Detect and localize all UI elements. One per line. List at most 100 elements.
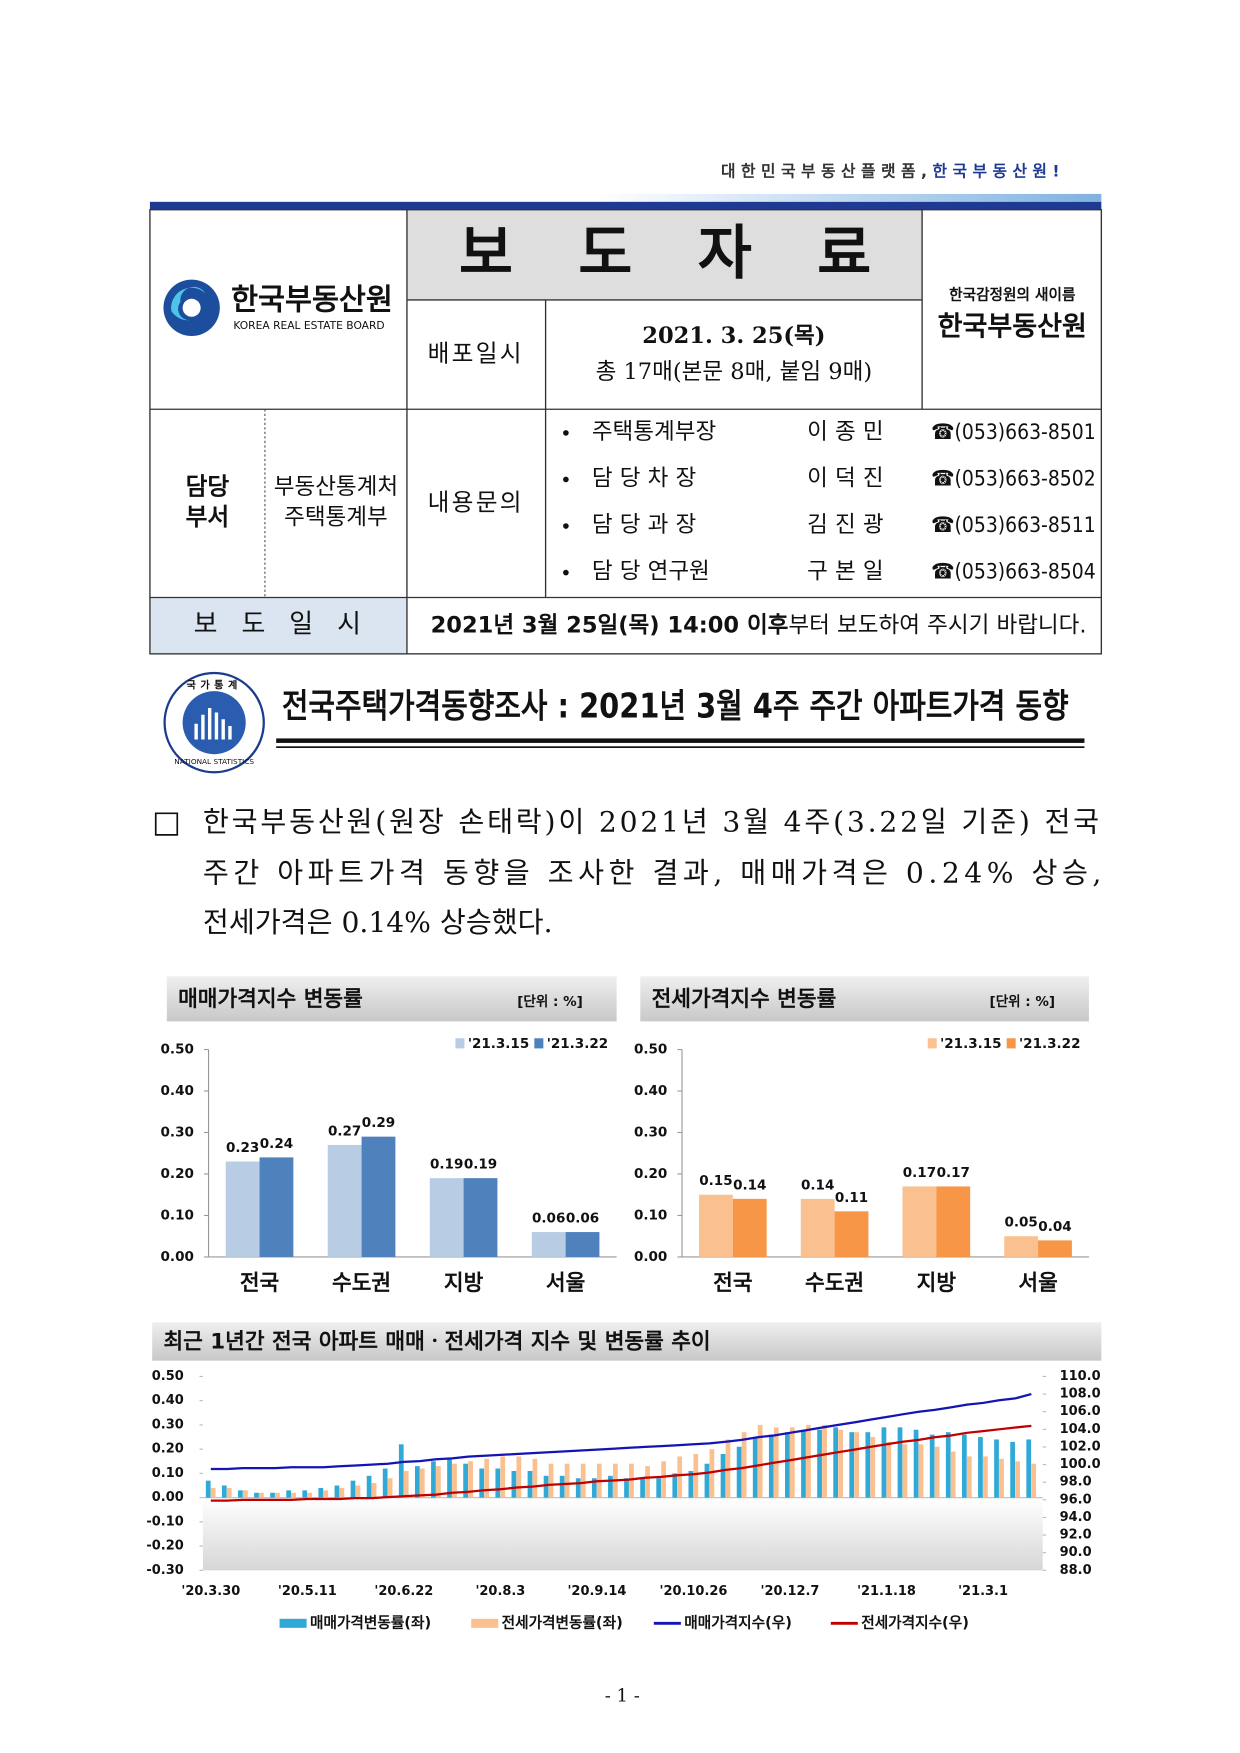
emblem-core: [182, 691, 246, 755]
doc-title: 전국주택가격동향조사 : 2021년 3월 4주 주간 아파트가격 동향: [282, 686, 1069, 725]
bar: [543, 1475, 549, 1498]
bar: [897, 1427, 903, 1498]
x-tick-label: 서울: [1018, 1271, 1057, 1296]
bar: [983, 1456, 988, 1498]
value-label: 0.19: [464, 1157, 497, 1173]
value-label: 0.17: [937, 1165, 970, 1181]
logo-name: 한국부동산원: [231, 283, 393, 317]
logo: 한국부동산원 KOREA REAL ESTATE BOARD: [163, 279, 393, 336]
bar-chart: 전세가격지수 변동률 [단위 : %] 0.00 0.10 0.20 0.30 0.40 0.…: [634, 976, 1089, 1296]
value-label: 0.06: [566, 1211, 599, 1227]
bar: [768, 1434, 774, 1498]
bar: [302, 1490, 308, 1498]
y-tick-label: 0.00: [161, 1249, 194, 1265]
header-stripe: [597, 193, 1102, 202]
line: [210, 1392, 1032, 1471]
contact-name: 구 본 일: [807, 559, 884, 585]
bar: [516, 1456, 522, 1498]
bar: [999, 1458, 1004, 1498]
value-label: 0.23: [226, 1140, 259, 1156]
bar: [789, 1427, 795, 1498]
bar: [398, 1444, 404, 1498]
y-tick-label: 0.00: [152, 1490, 184, 1505]
chart-header: [166, 976, 617, 1022]
bar: [1015, 1461, 1020, 1498]
bar: [929, 1434, 935, 1498]
bar: [1031, 1463, 1037, 1498]
paragraph-line: 주간 아파트가격 동향을 조사한 결과, 매매가격은 0.24% 상승,: [203, 856, 1101, 889]
legend-label: 전세가격변동률(좌): [502, 1613, 623, 1631]
chart-unit: [단위 : %]: [517, 993, 583, 1010]
y2-tick-label: 108.0: [1060, 1387, 1101, 1402]
contact-name: 이 종 민: [807, 419, 884, 445]
value-label: 0.27: [328, 1123, 361, 1139]
bar: [608, 1475, 613, 1498]
bar: [936, 1186, 971, 1257]
logo-swirl: [171, 286, 206, 321]
emblem-top: 국가통계: [187, 678, 242, 691]
embargo-bold: 2021년 3월 25일(목) 14:00 이후: [431, 612, 789, 638]
bar: [238, 1490, 243, 1498]
chart-header: [640, 976, 1089, 1022]
bar: [672, 1473, 678, 1498]
value-label: 0.29: [362, 1115, 395, 1131]
bar: [559, 1475, 565, 1498]
bar: [468, 1461, 473, 1498]
bar: [677, 1456, 683, 1498]
contact-phone: ☎(053)663-8501: [931, 420, 1096, 445]
bar: [254, 1492, 259, 1498]
value-label: 0.15: [699, 1173, 732, 1189]
value-label: 0.06: [532, 1211, 565, 1227]
y-tick-label: -0.20: [146, 1539, 183, 1554]
contact-phone: ☎(053)663-8502: [931, 466, 1096, 491]
y-tick-label: 0.20: [634, 1166, 667, 1182]
bar: [720, 1454, 726, 1498]
bar: [414, 1466, 420, 1498]
bar: [484, 1458, 490, 1498]
embargo: 2021년 3월 25일(목) 14:00 이후부터 보도하여 주시기 바랍니다…: [431, 612, 1087, 638]
contact-label: 내용문의: [428, 488, 524, 516]
bar: [741, 1432, 747, 1498]
bullet: [563, 523, 569, 529]
bar: [849, 1432, 855, 1498]
bar: [629, 1463, 634, 1498]
bar: [994, 1439, 999, 1498]
y2-tick-label: 100.0: [1060, 1457, 1101, 1472]
bar: [565, 1232, 600, 1257]
table-border: [149, 209, 1103, 655]
x-tick-label: '20.5.11: [278, 1584, 337, 1599]
bar: [886, 1441, 892, 1498]
y2-tick-label: 98.0: [1060, 1475, 1092, 1490]
plot-lower-shade: [202, 1497, 1043, 1571]
page-count: 총 17매(본문 8매, 붙임 9매): [596, 359, 873, 385]
bar: [527, 1470, 533, 1498]
bar: [661, 1461, 667, 1498]
bar-chart: 매매가격지수 변동률 [단위 : %] 0.00 0.10 0.20 0.30 0.40 0.…: [161, 976, 617, 1296]
dept: 주택통계부: [284, 505, 388, 531]
bar: [511, 1470, 517, 1498]
x-tick-label: '20.10.26: [660, 1584, 728, 1599]
bar: [688, 1470, 694, 1498]
legend-label: '21.3.22: [547, 1036, 608, 1052]
bar: [950, 1451, 956, 1498]
y2-tick-label: 96.0: [1060, 1492, 1092, 1507]
y-tick-label: 0.20: [152, 1442, 184, 1457]
y-tick-label: 0.10: [152, 1466, 184, 1481]
y-tick-label: 0.20: [161, 1166, 194, 1182]
line: [210, 1424, 1032, 1502]
legend-label: '21.3.15: [468, 1036, 529, 1052]
bar: [210, 1487, 216, 1498]
y2-tick-label: 88.0: [1060, 1563, 1092, 1578]
bar: [838, 1429, 843, 1498]
bar: [419, 1468, 425, 1498]
bar: [548, 1463, 554, 1498]
bar: [355, 1485, 361, 1498]
paragraph-line: 한국부동산원(원장 손태락)이 2021년 3월 4주(3.22일 기준) 전국: [203, 806, 1099, 839]
chart-title: 매매가격지수 변동률: [178, 987, 363, 1012]
bar: [479, 1468, 485, 1498]
bar: [833, 1427, 839, 1498]
x-tick-label: 수도권: [805, 1271, 864, 1296]
contact-phone: ☎(053)663-8504: [931, 560, 1096, 585]
bar: [591, 1478, 597, 1498]
